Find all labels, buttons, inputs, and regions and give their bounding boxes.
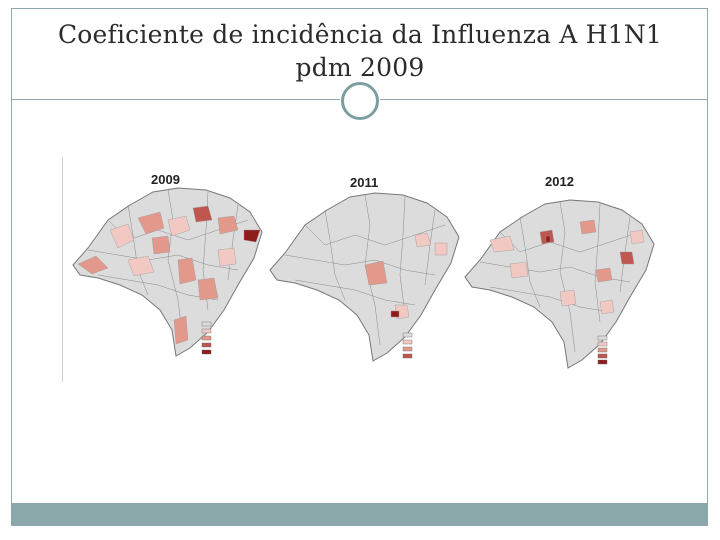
figure-left-border bbox=[62, 157, 63, 382]
map-panel-2012: 2012 bbox=[460, 172, 660, 372]
title-line-2: pdm 2009 bbox=[295, 53, 425, 82]
footer-bar bbox=[12, 503, 708, 525]
choropleth-map-2009 bbox=[72, 187, 263, 357]
map-legend bbox=[402, 332, 413, 359]
map-year-label: 2012 bbox=[545, 174, 574, 189]
slide-frame bbox=[11, 8, 708, 526]
title-circle-ornament bbox=[341, 82, 379, 120]
map-legend bbox=[201, 321, 212, 355]
title-line-1: Coeficiente de incidência da Influenza A… bbox=[57, 20, 663, 49]
state-outline bbox=[72, 187, 263, 357]
title-divider-right bbox=[380, 99, 707, 100]
choropleth-map-2012 bbox=[464, 199, 655, 369]
slide-title: Coeficiente de incidência da Influenza A… bbox=[12, 18, 708, 84]
incidence-regions bbox=[364, 232, 448, 320]
incidence-regions bbox=[489, 219, 645, 315]
title-divider-left bbox=[12, 99, 340, 100]
map-legend bbox=[597, 335, 608, 365]
map-panel-2009: 2009 bbox=[68, 160, 268, 360]
choropleth-map-2011 bbox=[269, 192, 460, 362]
map-year-label: 2011 bbox=[350, 175, 379, 190]
state-outline bbox=[269, 192, 460, 362]
state-outline bbox=[464, 199, 655, 369]
map-year-label: 2009 bbox=[151, 172, 180, 187]
incidence-regions bbox=[77, 205, 261, 345]
map-panel-2011: 2011 bbox=[265, 165, 465, 365]
